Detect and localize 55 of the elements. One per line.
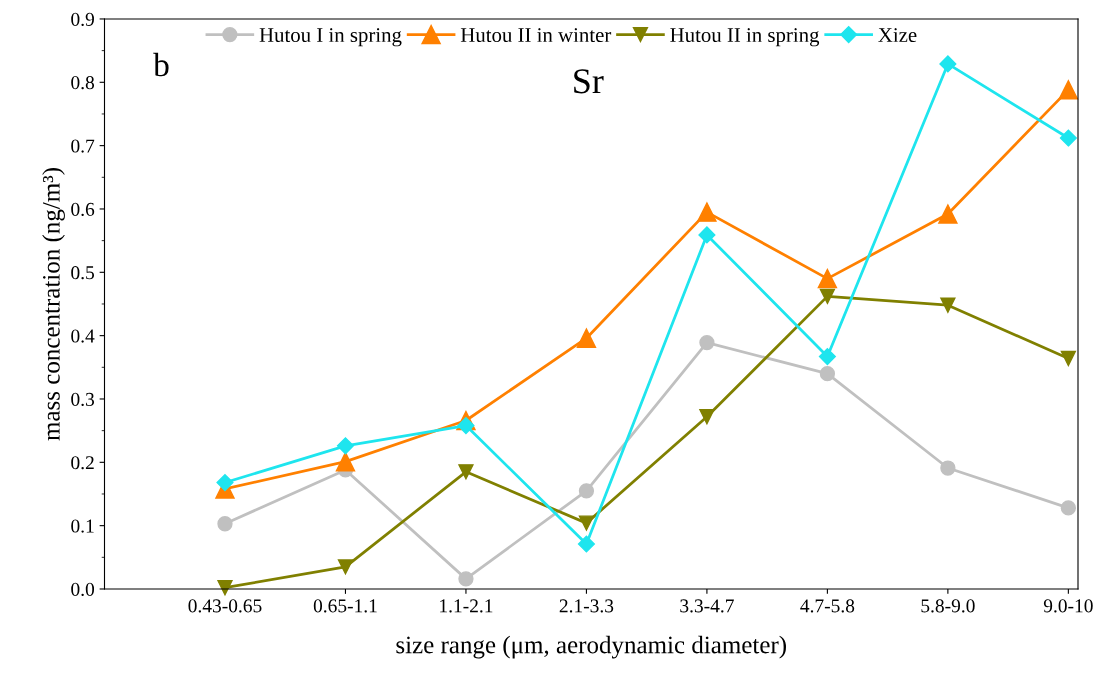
point <box>337 559 354 575</box>
point <box>817 268 838 289</box>
y-tick-label: 0.1 <box>71 519 94 533</box>
point <box>336 437 355 455</box>
point <box>940 297 956 313</box>
x-tick-label: 9.0-10 <box>1043 599 1093 613</box>
point <box>578 483 595 499</box>
point <box>819 288 836 305</box>
point <box>818 347 836 366</box>
legend-label: Hutou II in spring <box>670 28 820 47</box>
point <box>698 226 716 244</box>
point <box>217 516 233 532</box>
point <box>1060 350 1077 367</box>
x-tick-label: 1.1-2.1 <box>440 599 493 613</box>
y-tick-label: 0.5 <box>71 266 95 280</box>
x-tick-label: 4.7-5.8 <box>800 599 855 613</box>
point <box>458 571 474 587</box>
y-tick-label: 0.0 <box>71 582 95 597</box>
point <box>335 451 356 472</box>
y-axis-title: mass concentration (ng/m³) <box>42 168 65 441</box>
x-axis-title: size range (μm, aerodynamic diameter) <box>396 635 786 659</box>
point <box>1058 80 1079 100</box>
annotation: Sr <box>574 69 604 94</box>
y-tick-label: 0.7 <box>71 139 95 153</box>
point <box>458 464 474 480</box>
y-tick-label: 0.4 <box>71 329 95 343</box>
point <box>940 460 956 476</box>
legend-label: Xize <box>878 28 917 43</box>
y-tick-label: 0.8 <box>71 76 95 90</box>
point <box>699 334 715 351</box>
x-tick-label: 0.43-0.65 <box>188 599 262 613</box>
y-tick-label: 0.2 <box>71 456 94 470</box>
legend-label: Hutou I in spring <box>259 28 402 47</box>
x-tick-label: 2.1-3.3 <box>559 599 614 613</box>
y-tick-label: 0.6 <box>71 202 95 216</box>
x-tick-label: 3.3-4.7 <box>680 599 734 613</box>
point <box>1060 500 1077 516</box>
legend-label: Hutou II in winter <box>460 28 612 43</box>
point <box>578 515 595 531</box>
point <box>216 474 234 492</box>
point <box>938 204 958 224</box>
point <box>699 409 715 425</box>
point <box>217 580 233 596</box>
point <box>697 202 717 222</box>
point <box>939 55 957 73</box>
point <box>819 366 836 382</box>
annotation: b <box>153 52 169 77</box>
point <box>1059 129 1077 147</box>
x-tick-label: 0.65-1.1 <box>313 599 377 613</box>
point <box>577 535 595 553</box>
x-tick-label: 5.8-9.0 <box>921 599 975 613</box>
y-tick-label: 0.9 <box>71 12 94 26</box>
point <box>576 328 597 348</box>
y-tick-label: 0.3 <box>71 392 95 406</box>
point <box>457 417 475 435</box>
